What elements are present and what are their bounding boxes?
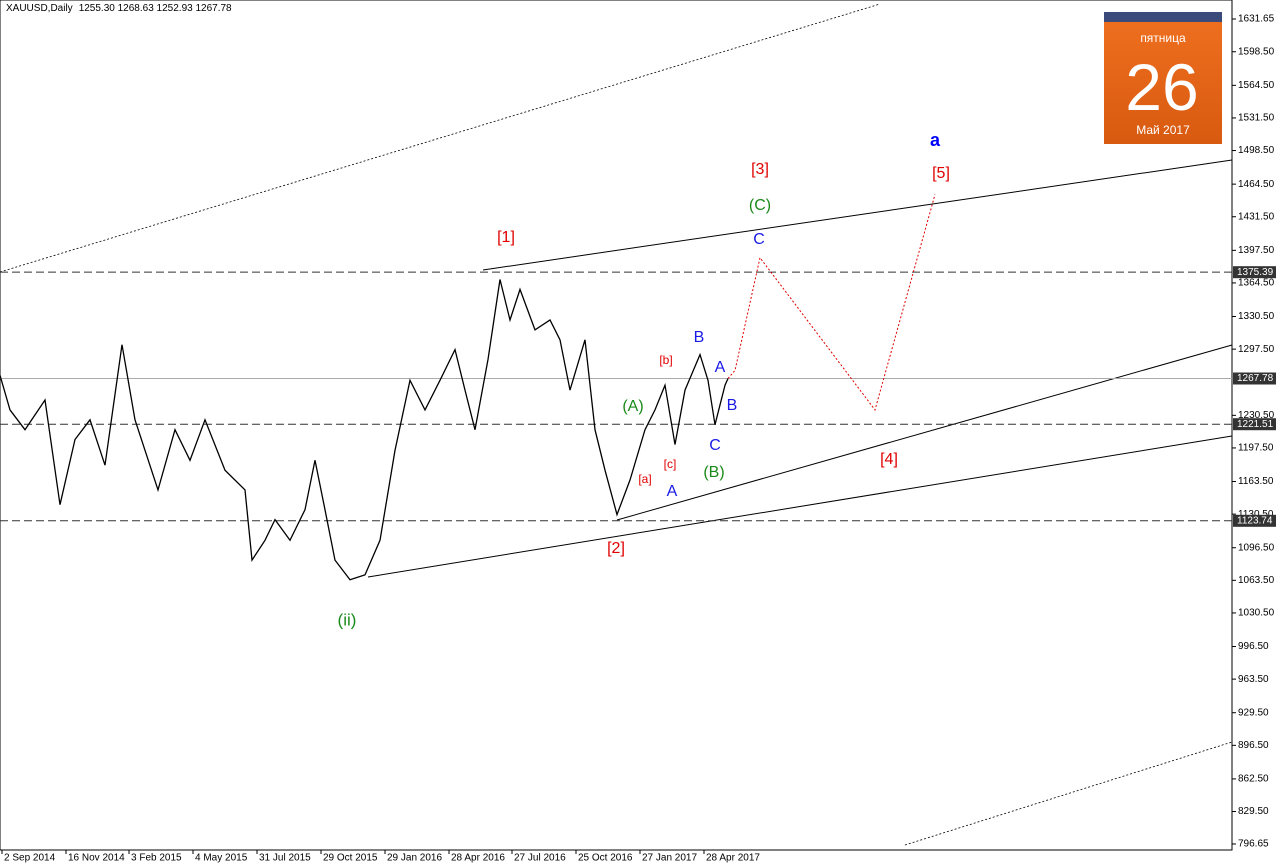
wave-label: (C) bbox=[749, 197, 771, 214]
wave-label: [4] bbox=[880, 451, 898, 468]
calendar-binding bbox=[1104, 12, 1222, 22]
channel-line bbox=[904, 741, 1233, 846]
y-tick-label: 1564.50 bbox=[1238, 80, 1275, 91]
level-label: 1267.78 bbox=[1237, 373, 1274, 384]
x-tick-label: 28 Apr 2016 bbox=[451, 853, 505, 864]
x-tick-label: 4 May 2015 bbox=[195, 853, 248, 864]
wave-label: B bbox=[727, 397, 738, 414]
y-tick-label: 1197.50 bbox=[1238, 443, 1274, 454]
wave-label: (ii) bbox=[338, 610, 357, 629]
wave-label: [c] bbox=[664, 457, 677, 471]
y-tick-label: 1631.65 bbox=[1238, 14, 1275, 25]
x-tick-label: 25 Oct 2016 bbox=[578, 853, 633, 864]
level-label-bg bbox=[1233, 372, 1276, 385]
y-tick-label: 929.50 bbox=[1238, 707, 1269, 718]
level-label: 1123.74 bbox=[1237, 515, 1273, 526]
y-tick-label: 1397.50 bbox=[1238, 245, 1275, 256]
y-tick-label: 1063.50 bbox=[1238, 575, 1275, 586]
y-tick-label: 1431.50 bbox=[1238, 211, 1275, 222]
x-tick-label: 3 Feb 2015 bbox=[131, 853, 182, 864]
plot-frame bbox=[0, 0, 1233, 851]
y-tick-label: 829.50 bbox=[1238, 806, 1269, 817]
y-tick-label: 1030.50 bbox=[1238, 608, 1275, 619]
price-line bbox=[0, 279, 729, 581]
trend-line bbox=[482, 159, 1233, 271]
wave-label: A bbox=[715, 359, 726, 376]
y-tick-label: 796.65 bbox=[1238, 839, 1269, 850]
wave-label: [b] bbox=[659, 353, 672, 367]
day: 26 bbox=[1125, 50, 1198, 124]
ohlc: 1255.30 1268.63 1252.93 1267.78 bbox=[79, 3, 232, 14]
y-tick-label: 862.50 bbox=[1238, 774, 1269, 785]
month: Май 2017 bbox=[1136, 123, 1190, 137]
wave-label: B bbox=[694, 329, 705, 346]
y-tick-label: 1096.50 bbox=[1238, 542, 1275, 553]
wave-label: (B) bbox=[703, 464, 724, 481]
chart-header: XAUUSD,Daily 1255.30 1268.63 1252.93 1267… bbox=[6, 3, 232, 14]
wave-label: a bbox=[930, 130, 941, 150]
y-tick-label: 963.50 bbox=[1238, 674, 1269, 685]
y-tick-label: 896.50 bbox=[1238, 740, 1269, 751]
y-tick-label: 1364.50 bbox=[1238, 278, 1275, 289]
x-tick-label: 31 Jul 2015 bbox=[259, 853, 311, 864]
trend-line bbox=[367, 435, 1233, 578]
level-label: 1221.51 bbox=[1237, 419, 1274, 430]
wave-label: [2] bbox=[607, 540, 625, 557]
wave-label: (A) bbox=[622, 398, 643, 415]
calendar: пятница 26 Май 2017 bbox=[1104, 12, 1222, 144]
x-tick-label: 27 Jul 2016 bbox=[514, 853, 566, 864]
x-tick-label: 27 Jan 2017 bbox=[642, 853, 697, 864]
wave-label: A bbox=[667, 483, 678, 500]
x-tick-label: 28 Apr 2017 bbox=[706, 853, 760, 864]
channel-line bbox=[0, 3, 881, 273]
x-tick-label: 2 Sep 2014 bbox=[4, 853, 56, 864]
y-tick-label: 1598.50 bbox=[1238, 46, 1275, 57]
y-tick-label: 1297.50 bbox=[1238, 344, 1275, 355]
wave-label: C bbox=[709, 437, 721, 454]
calendar-page bbox=[1104, 12, 1222, 144]
symbol: XAUUSD,Daily bbox=[6, 3, 73, 14]
wave-label: [5] bbox=[932, 165, 950, 182]
y-tick-label: 1163.50 bbox=[1238, 476, 1274, 487]
wave-label: [a] bbox=[638, 472, 651, 486]
trend-line bbox=[616, 344, 1233, 521]
y-tick-label: 1130.50 bbox=[1238, 509, 1274, 520]
wave-label: [1] bbox=[497, 229, 515, 246]
y-tick-label: 1230.50 bbox=[1238, 410, 1275, 421]
y-tick-label: 1498.50 bbox=[1238, 145, 1275, 156]
y-tick-label: 1531.50 bbox=[1238, 113, 1275, 124]
x-tick-label: 29 Jan 2016 bbox=[387, 853, 442, 864]
x-tick-label: 29 Oct 2015 bbox=[323, 853, 378, 864]
weekday: пятница bbox=[1140, 31, 1186, 45]
y-tick-label: 1464.50 bbox=[1238, 179, 1275, 190]
level-label-bg bbox=[1233, 266, 1276, 279]
x-tick-label: 16 Nov 2014 bbox=[68, 853, 125, 864]
level-label: 1375.39 bbox=[1237, 267, 1274, 278]
wave-label: [3] bbox=[751, 161, 769, 178]
level-label-bg bbox=[1233, 418, 1276, 431]
level-label-bg bbox=[1233, 514, 1276, 527]
wave-label: C bbox=[753, 231, 765, 248]
y-tick-label: 1330.50 bbox=[1238, 311, 1275, 322]
y-tick-label: 996.50 bbox=[1238, 641, 1269, 652]
